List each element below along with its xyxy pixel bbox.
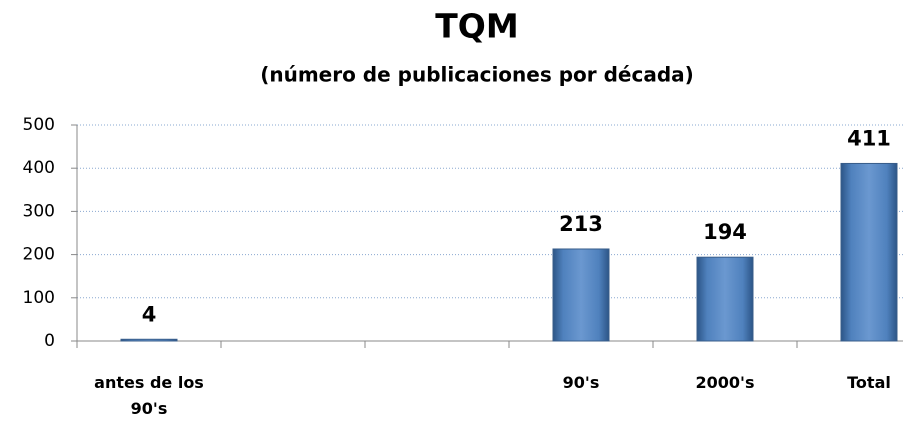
x-tick-label: Total xyxy=(847,373,891,392)
bar xyxy=(552,248,610,342)
bar xyxy=(840,162,898,342)
chart-subtitle: (número de publicaciones por década) xyxy=(260,63,694,87)
y-tick-label: 400 xyxy=(23,158,55,178)
data-label: 4 xyxy=(142,302,157,326)
x-tick-label: antes de los 90's xyxy=(94,373,204,418)
bar xyxy=(120,338,178,342)
y-tick-label: 100 xyxy=(23,288,55,308)
data-label: 213 xyxy=(559,212,603,236)
y-tick-label: 0 xyxy=(44,331,55,351)
y-tick-label: 200 xyxy=(23,245,55,265)
y-tick-label: 500 xyxy=(23,115,55,135)
x-tick-label: 90's xyxy=(562,373,600,392)
x-tick-label: 2000's xyxy=(695,373,755,392)
data-label: 194 xyxy=(703,220,747,244)
chart-title: TQM xyxy=(435,7,518,46)
bar xyxy=(696,256,754,342)
data-label: 411 xyxy=(847,126,891,150)
y-tick-label: 300 xyxy=(23,201,55,221)
